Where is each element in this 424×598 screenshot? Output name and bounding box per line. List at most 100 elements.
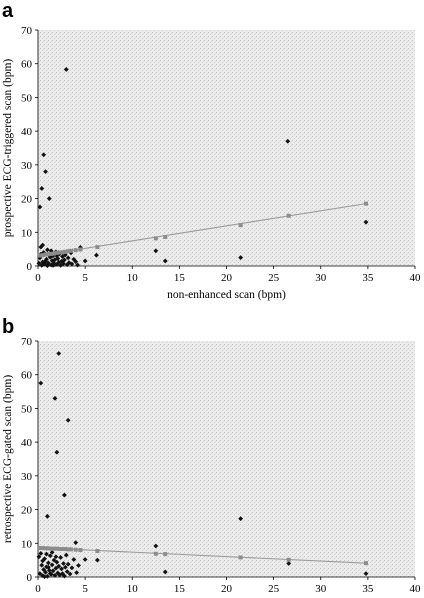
data-point <box>43 258 48 264</box>
data-point <box>363 571 369 577</box>
chart-panel-b: 0102030405060700510152025303540non-enhan… <box>2 336 422 595</box>
data-point <box>69 261 75 267</box>
fitted-point <box>43 252 48 257</box>
data-point <box>39 186 45 191</box>
data-point <box>94 252 99 258</box>
data-point <box>37 255 43 261</box>
chart-panel-a: 0 10 20 30 40 50 60 70 0 5 10 15 20 25 30 35 40 non-enhan… <box>2 25 421 301</box>
fitted-point <box>153 551 158 556</box>
x-tick-label: 20 <box>221 272 233 284</box>
data-point <box>64 262 70 268</box>
fitted-point <box>46 546 51 551</box>
plot-area <box>38 30 415 266</box>
data-point <box>61 492 67 498</box>
fitted-point <box>54 250 59 255</box>
x-tick-label: 30 <box>315 583 327 595</box>
fitted-point <box>163 235 168 240</box>
fitted-point <box>54 546 59 551</box>
fitted-point <box>78 548 83 553</box>
data-point <box>45 247 50 253</box>
panel-label-a: a <box>2 0 14 22</box>
y-tick-label: 20 <box>21 194 33 206</box>
data-point <box>40 259 46 265</box>
y-tick-label: 70 <box>21 336 33 348</box>
x-tick-label: 30 <box>315 272 327 284</box>
fitted-point <box>363 201 368 206</box>
data-point <box>48 248 54 254</box>
data-point <box>61 261 66 267</box>
fitted-point <box>163 552 168 557</box>
panel-label-b: b <box>2 316 14 338</box>
data-point <box>36 554 42 560</box>
data-point <box>363 219 369 225</box>
data-point <box>56 563 62 569</box>
data-point <box>82 557 88 562</box>
data-point <box>38 551 44 556</box>
data-point <box>52 262 58 268</box>
x-tick-label: 40 <box>410 583 422 595</box>
data-point <box>162 258 168 264</box>
data-point <box>65 255 71 261</box>
data-point <box>58 555 64 560</box>
data-point <box>73 259 79 265</box>
data-point <box>94 557 100 563</box>
x-tick-label: 0 <box>35 272 41 284</box>
fitted-point <box>57 547 62 552</box>
y-tick-label: 60 <box>21 370 33 382</box>
x-tick-label: 15 <box>174 272 186 284</box>
data-point <box>65 417 71 423</box>
x-tick-label: 40 <box>410 272 422 284</box>
fitted-point <box>66 249 71 254</box>
x-tick-label: 35 <box>362 272 374 284</box>
fitted-point <box>286 213 291 218</box>
y-tick-label: 0 <box>27 261 33 273</box>
y-tick-label: 0 <box>27 572 33 584</box>
y-tick-label: 70 <box>21 25 33 37</box>
data-point <box>47 571 53 577</box>
data-point <box>45 513 50 519</box>
data-point <box>74 570 80 576</box>
data-point <box>46 196 52 201</box>
fitted-point <box>95 245 100 250</box>
data-point <box>44 256 49 262</box>
y-tick-label: 50 <box>21 403 33 415</box>
x-tick-label: 25 <box>268 272 280 284</box>
data-point <box>153 543 159 549</box>
data-point <box>71 557 77 562</box>
data-point <box>63 552 69 558</box>
fitted-point <box>66 547 71 552</box>
y-tick-label: 20 <box>21 505 33 517</box>
data-point <box>75 262 80 268</box>
data-point <box>54 449 60 455</box>
data-point <box>52 395 58 401</box>
x-axis-title: non-enhanced scan (bpm) <box>167 289 286 301</box>
data-point <box>45 573 50 579</box>
fitted-point <box>37 546 42 551</box>
data-point <box>42 574 47 580</box>
data-point <box>41 152 47 158</box>
data-point <box>50 568 56 574</box>
data-point <box>49 549 55 555</box>
data-point <box>45 564 51 570</box>
data-point <box>39 562 45 568</box>
y-tick-label: 10 <box>21 538 33 550</box>
y-tick-label: 40 <box>21 437 33 449</box>
fitted-point <box>60 547 65 552</box>
data-point <box>63 67 69 72</box>
data-point <box>61 257 67 263</box>
data-point <box>61 573 67 579</box>
fitted-point <box>60 250 65 255</box>
data-point <box>54 559 60 565</box>
fitted-point <box>63 249 68 254</box>
fitted-point <box>238 555 243 560</box>
data-point <box>51 557 57 563</box>
fitted-point <box>49 251 54 256</box>
data-point <box>41 250 47 255</box>
data-point <box>285 138 291 144</box>
fitted-point <box>286 557 291 562</box>
data-point <box>44 551 49 557</box>
data-point <box>38 380 44 386</box>
fitted-point <box>43 546 48 551</box>
data-point <box>56 351 62 356</box>
